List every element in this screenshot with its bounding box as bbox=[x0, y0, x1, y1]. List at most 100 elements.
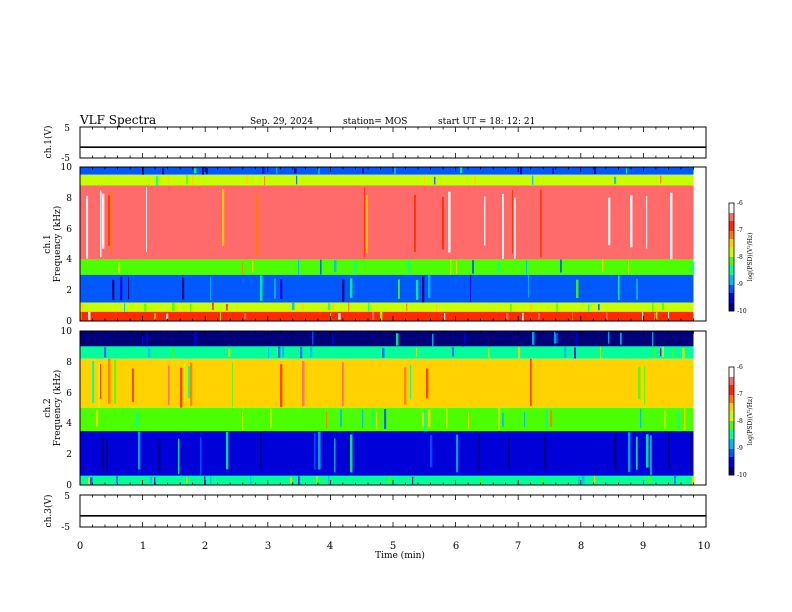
ch1-colorbar-step bbox=[729, 249, 734, 252]
ch1-streak bbox=[660, 175, 662, 184]
ch2-streak bbox=[80, 408, 82, 429]
ch1-streak bbox=[82, 303, 84, 311]
ch1-streak bbox=[576, 279, 579, 298]
x-tick-label-0: 0 bbox=[77, 541, 83, 552]
ch2-colorbar-step bbox=[729, 373, 734, 376]
ch2-streak bbox=[578, 476, 580, 485]
ch2-streak bbox=[340, 409, 342, 428]
ch1-colorbar-step bbox=[729, 289, 734, 292]
ch2-streak bbox=[184, 363, 186, 401]
ch1-streak bbox=[318, 168, 320, 174]
ch1-streak bbox=[200, 303, 202, 311]
ch1-streak bbox=[124, 303, 126, 312]
ch1-spec-ytick-2: 2 bbox=[66, 286, 72, 296]
ch1-colorbar-step bbox=[729, 221, 734, 224]
ch1-band-0 bbox=[80, 167, 694, 175]
ch1-streak bbox=[628, 261, 630, 274]
ch1-streak bbox=[358, 175, 360, 184]
ch1-streak bbox=[614, 176, 617, 184]
ch1-streak bbox=[428, 274, 431, 298]
ch2-colorbar-step bbox=[729, 385, 734, 388]
ch1-streak bbox=[552, 168, 555, 174]
ch1-streak bbox=[302, 303, 304, 311]
ch2-streak bbox=[446, 408, 448, 428]
ch2-streak bbox=[472, 363, 473, 401]
ch1-band-4 bbox=[80, 274, 694, 303]
ch1-colorbar-step bbox=[729, 235, 734, 238]
ch1-colorbar-step bbox=[729, 255, 734, 258]
ch1-streak bbox=[454, 312, 456, 321]
x-tick-label-6: 6 bbox=[453, 541, 459, 552]
ch1-streak bbox=[588, 304, 590, 312]
ch1-spec-ytick-6: 6 bbox=[66, 225, 72, 235]
ch2-streak bbox=[348, 436, 350, 469]
ch2-colorbar-step bbox=[729, 431, 734, 434]
ch2-streak bbox=[280, 364, 283, 408]
ch1-colorbar-step bbox=[729, 257, 734, 260]
ch2-streak bbox=[204, 476, 206, 485]
x-tick-label-8: 8 bbox=[578, 541, 584, 552]
ch1-colorbar-step bbox=[729, 277, 734, 280]
ch1-streak bbox=[192, 175, 195, 185]
ch2-streak bbox=[646, 434, 649, 468]
ch1-colorbar-step bbox=[729, 223, 734, 226]
ch1-streak bbox=[676, 278, 678, 298]
ch2-colorbar-step bbox=[729, 379, 734, 382]
ch2-streak bbox=[226, 432, 229, 470]
ch2-streak bbox=[278, 346, 281, 358]
ch2-streak bbox=[154, 477, 156, 485]
ch2-streak bbox=[518, 346, 521, 359]
ch2-streak bbox=[452, 347, 455, 357]
ch2-streak bbox=[618, 333, 620, 345]
ch1-streak bbox=[444, 312, 446, 320]
ch1-streak bbox=[276, 167, 278, 174]
ch2-streak bbox=[114, 359, 117, 404]
ch2-cbar-tick-m10: -10 bbox=[737, 472, 747, 479]
ch2-streak bbox=[124, 346, 126, 357]
ch2-streak bbox=[556, 333, 559, 344]
ch1-colorbar-step bbox=[729, 203, 734, 206]
ch2-streak bbox=[670, 331, 672, 345]
ch1-no-data-region bbox=[693, 167, 706, 321]
ch2-colorbar-step bbox=[729, 419, 734, 422]
ch1-streak bbox=[108, 195, 110, 246]
ch1-streak bbox=[206, 168, 208, 175]
x-tick-label-3: 3 bbox=[265, 541, 271, 552]
ch2-streak bbox=[542, 477, 544, 485]
ch1-colorbar-step bbox=[729, 247, 734, 250]
ch1-streak bbox=[642, 312, 644, 321]
ch1-streak bbox=[100, 190, 102, 258]
ch1-streak bbox=[88, 312, 91, 321]
ch1-streak bbox=[228, 192, 231, 251]
ch2-band-1 bbox=[80, 346, 694, 359]
ch1-colorbar-step bbox=[729, 307, 734, 310]
ch1-streak bbox=[530, 303, 533, 311]
ch2-streak bbox=[254, 332, 256, 345]
ch1-cbar-tick-m6: -6 bbox=[737, 200, 743, 207]
ch1-colorbar: -6 -7 -8 -9 -10 log(PSD)(V²/Hz) bbox=[728, 200, 754, 315]
ch2-streak bbox=[354, 348, 357, 358]
ch2-streak bbox=[180, 367, 183, 408]
ch2-streak bbox=[182, 332, 183, 345]
ch2-colorbar-step bbox=[729, 371, 734, 374]
ch2-streak bbox=[350, 434, 353, 473]
ch2-streak bbox=[468, 412, 470, 429]
ch2-colorbar-step bbox=[729, 401, 734, 404]
ch1-colorbar-step bbox=[729, 267, 734, 270]
ch1-streak bbox=[598, 304, 600, 311]
ch2-streak bbox=[126, 439, 129, 476]
x-axis-label: Time (min) bbox=[375, 550, 425, 561]
ch1-colorbar-step bbox=[729, 219, 734, 222]
ch2-streak bbox=[242, 411, 244, 431]
ch1-streak bbox=[400, 277, 403, 303]
ch2-streak bbox=[614, 434, 617, 471]
ch2-streak bbox=[228, 348, 231, 357]
ch1-streak bbox=[386, 176, 389, 186]
ch2-streak bbox=[424, 410, 427, 431]
ch1-streak bbox=[538, 313, 541, 320]
ch1-colorbar-step bbox=[729, 259, 734, 262]
ch1-streak bbox=[630, 195, 633, 248]
ch1-spectrogram-bands bbox=[80, 167, 706, 321]
ch2-streak bbox=[690, 433, 692, 472]
ch1-streak bbox=[338, 313, 341, 320]
